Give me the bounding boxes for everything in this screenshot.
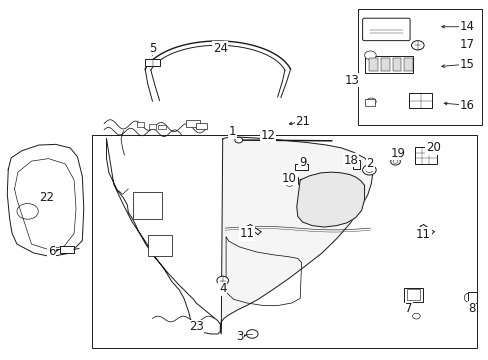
Bar bbox=[186, 120, 200, 126]
Text: 16: 16 bbox=[459, 99, 474, 112]
Polygon shape bbox=[296, 172, 364, 227]
Text: 13: 13 bbox=[344, 74, 359, 87]
Text: 10: 10 bbox=[282, 172, 296, 185]
Circle shape bbox=[392, 160, 397, 163]
Bar bbox=[92, 135, 476, 347]
Text: 24: 24 bbox=[212, 42, 227, 55]
Text: 9: 9 bbox=[298, 156, 305, 169]
Circle shape bbox=[411, 41, 423, 50]
FancyBboxPatch shape bbox=[145, 59, 160, 66]
Text: 11: 11 bbox=[239, 227, 254, 240]
Bar bbox=[133, 193, 162, 219]
Bar bbox=[364, 99, 374, 106]
Bar bbox=[353, 161, 360, 169]
Text: 14: 14 bbox=[459, 20, 474, 33]
Bar bbox=[294, 163, 308, 170]
Text: 21: 21 bbox=[294, 115, 309, 128]
Bar bbox=[358, 9, 481, 125]
Bar bbox=[406, 289, 419, 300]
Text: 12: 12 bbox=[260, 129, 275, 142]
Bar bbox=[368, 58, 377, 71]
Bar bbox=[147, 235, 172, 256]
Circle shape bbox=[217, 276, 228, 285]
Bar bbox=[285, 177, 297, 184]
Text: 19: 19 bbox=[390, 147, 405, 160]
Circle shape bbox=[390, 158, 400, 165]
Text: 22: 22 bbox=[40, 191, 54, 204]
Text: 11: 11 bbox=[415, 228, 430, 241]
Bar bbox=[380, 58, 389, 71]
Polygon shape bbox=[220, 137, 372, 334]
Bar bbox=[136, 122, 144, 126]
Bar bbox=[467, 292, 476, 303]
Circle shape bbox=[285, 181, 292, 186]
Text: 5: 5 bbox=[148, 42, 156, 55]
Bar bbox=[404, 58, 412, 71]
Text: 18: 18 bbox=[343, 154, 358, 167]
Text: 7: 7 bbox=[405, 302, 412, 315]
Text: 8: 8 bbox=[468, 302, 475, 315]
Bar bbox=[60, 246, 74, 253]
Circle shape bbox=[365, 167, 372, 172]
Text: 20: 20 bbox=[425, 141, 440, 154]
Text: 23: 23 bbox=[188, 320, 203, 333]
Bar bbox=[404, 288, 422, 302]
Circle shape bbox=[246, 330, 258, 338]
FancyBboxPatch shape bbox=[362, 18, 409, 41]
Circle shape bbox=[366, 98, 375, 105]
Text: 2: 2 bbox=[366, 157, 373, 171]
Circle shape bbox=[234, 137, 242, 143]
Bar bbox=[148, 125, 156, 129]
Bar bbox=[196, 123, 206, 129]
Text: 4: 4 bbox=[219, 282, 226, 295]
Text: 6: 6 bbox=[48, 245, 56, 258]
Circle shape bbox=[362, 165, 375, 175]
Bar bbox=[392, 58, 401, 71]
Bar bbox=[158, 125, 166, 129]
Bar bbox=[364, 56, 412, 73]
Text: 1: 1 bbox=[228, 125, 236, 138]
Text: 15: 15 bbox=[459, 58, 474, 71]
Bar bbox=[408, 93, 431, 108]
Bar bbox=[414, 147, 436, 164]
Circle shape bbox=[412, 313, 419, 319]
Circle shape bbox=[364, 51, 375, 59]
Text: 3: 3 bbox=[236, 330, 243, 343]
Text: 17: 17 bbox=[459, 38, 474, 51]
